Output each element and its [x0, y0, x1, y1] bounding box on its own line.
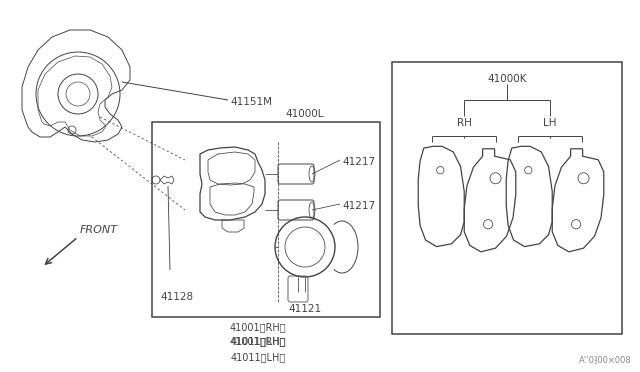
Text: 41151M: 41151M [230, 97, 272, 107]
Text: FRONT: FRONT [80, 225, 118, 235]
Text: 41011（LH）: 41011（LH） [230, 352, 285, 362]
Text: 41000L: 41000L [285, 109, 324, 119]
Text: 41128: 41128 [160, 292, 193, 302]
Text: 41011（LH）: 41011（LH） [230, 336, 285, 346]
Text: RH: RH [456, 118, 472, 128]
Text: 41001（RH）: 41001（RH） [230, 322, 286, 332]
Bar [152, 122, 380, 317]
Bar [392, 62, 622, 334]
Text: 41121: 41121 [288, 304, 321, 314]
Text: 41217: 41217 [342, 201, 375, 211]
Text: A’’0⁆00×008: A’’0⁆00×008 [579, 355, 632, 364]
Text: 41001（RH）: 41001（RH） [230, 336, 286, 346]
Text: LH: LH [543, 118, 557, 128]
Text: 41217: 41217 [342, 157, 375, 167]
Text: 41000K: 41000K [487, 74, 527, 84]
